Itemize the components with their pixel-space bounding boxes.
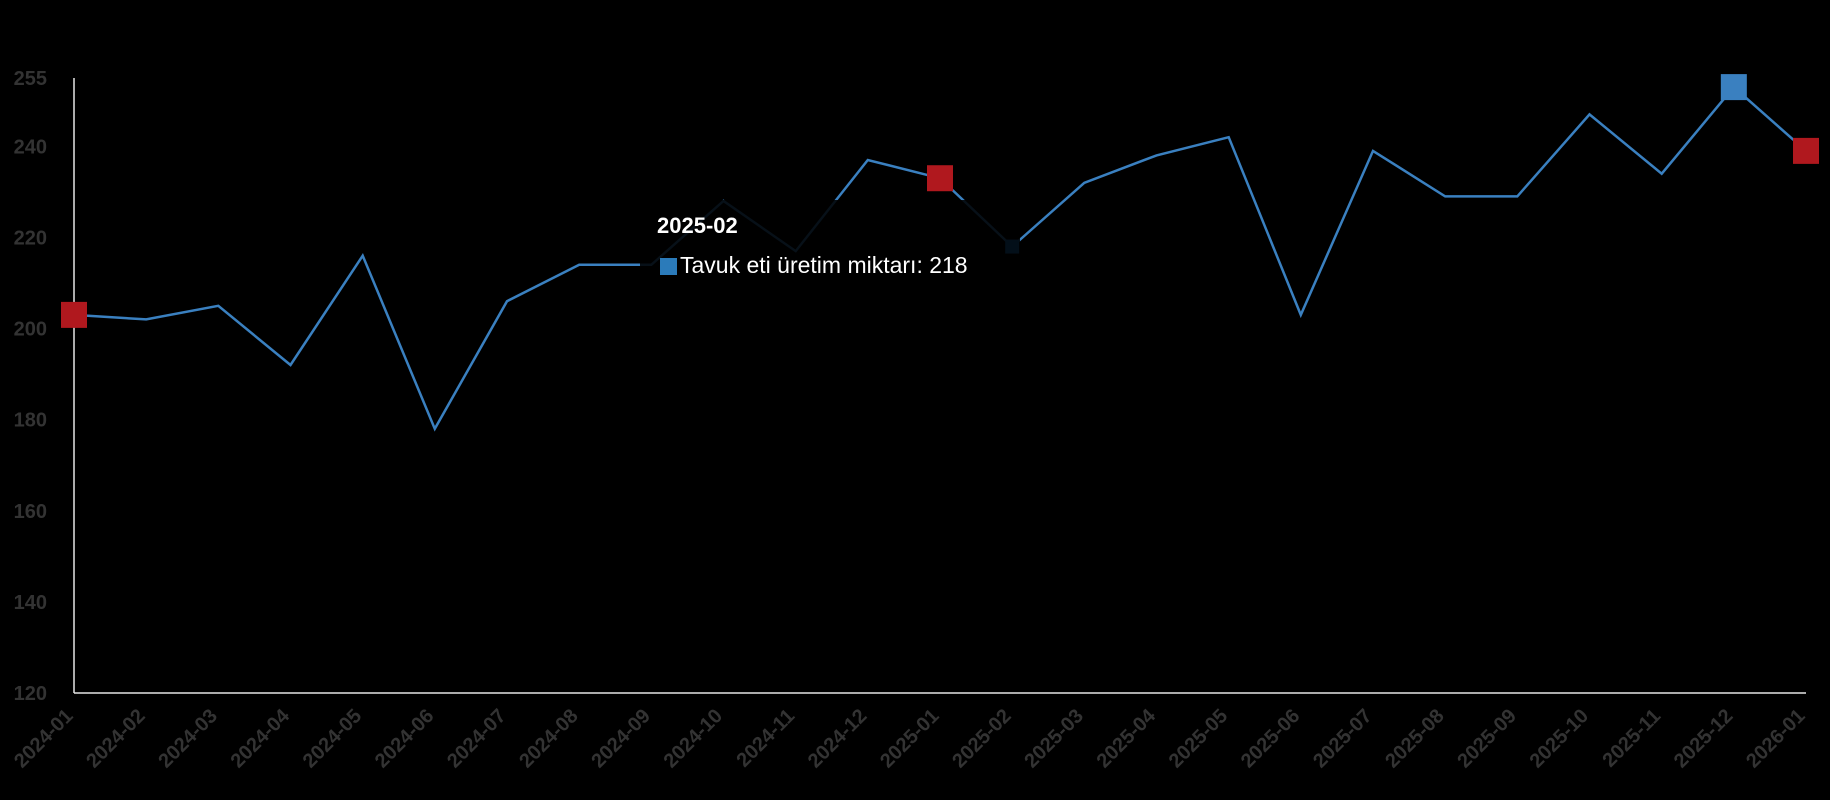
y-tick-label: 200: [14, 319, 47, 341]
data-point: [432, 426, 438, 432]
x-tick-label: 2025-01: [876, 705, 943, 772]
x-tick-label: 2024-06: [371, 705, 438, 772]
data-point: [1587, 111, 1593, 117]
x-tick-label: 2025-03: [1020, 705, 1087, 772]
x-tick-label: 2025-06: [1237, 705, 1304, 772]
highlight-marker: [927, 165, 953, 192]
y-tick-label: 140: [14, 592, 47, 614]
highlight-marker: [1793, 137, 1819, 164]
x-tick-label: 2024-05: [299, 705, 366, 772]
y-tick-label: 240: [14, 136, 47, 158]
x-tick-label: 2024-09: [587, 705, 654, 772]
data-point: [1298, 312, 1304, 318]
highlight-marker: [61, 301, 87, 328]
data-point: [576, 262, 582, 268]
y-tick-label: 120: [14, 683, 47, 705]
x-tick-label: 2025-12: [1670, 705, 1737, 772]
x-tick-label: 2024-03: [154, 705, 221, 772]
x-tick-label: 2025-10: [1526, 705, 1593, 772]
y-tick-label: 160: [14, 501, 47, 523]
x-tick-label: 2025-02: [948, 705, 1015, 772]
y-tick-label: 255: [14, 68, 47, 90]
data-point: [1659, 171, 1665, 177]
data-point: [1154, 152, 1160, 158]
data-point: [1081, 180, 1087, 186]
x-tick-label: 2024-04: [227, 704, 295, 772]
data-point: [1370, 148, 1376, 154]
tooltip-series-label: Tavuk eti üretim miktarı: 218: [680, 252, 968, 278]
data-point: [1442, 193, 1448, 199]
x-tick-label: 2024-01: [10, 705, 77, 772]
data-point: [215, 303, 221, 309]
data-point: [288, 362, 294, 368]
x-tick-label: 2026-01: [1742, 705, 1809, 772]
x-tick-label: 2024-12: [804, 705, 871, 772]
x-tick-label: 2024-08: [515, 705, 582, 772]
x-tick-label: 2024-02: [82, 705, 149, 772]
tooltip-series-row: Tavuk eti üretim miktarı: 218: [660, 252, 968, 279]
y-tick-label: 220: [14, 227, 47, 249]
x-tick-label: 2025-09: [1453, 705, 1520, 772]
x-tick-label: 2024-07: [443, 705, 510, 772]
chart-tooltip: 2025-02 Tavuk eti üretim miktarı: 218: [640, 200, 1020, 290]
data-point: [1226, 134, 1232, 140]
tooltip-series-swatch: [660, 258, 677, 275]
data-point: [504, 298, 510, 304]
x-tick-label: 2024-11: [733, 705, 800, 772]
x-tick-label: 2025-05: [1165, 705, 1232, 772]
x-tick-label: 2025-04: [1093, 704, 1161, 772]
highlight-marker: [1720, 74, 1747, 101]
data-point: [1514, 193, 1520, 199]
y-tick-label: 180: [14, 410, 47, 432]
data-point: [143, 316, 149, 322]
x-tick-label: 2025-07: [1309, 705, 1376, 772]
data-point: [360, 253, 366, 259]
tooltip-title: 2025-02: [657, 213, 738, 238]
data-point: [865, 157, 871, 163]
x-tick-label: 2025-11: [1599, 705, 1666, 772]
x-tick-label: 2024-10: [660, 705, 727, 772]
x-tick-label: 2025-08: [1381, 705, 1448, 772]
